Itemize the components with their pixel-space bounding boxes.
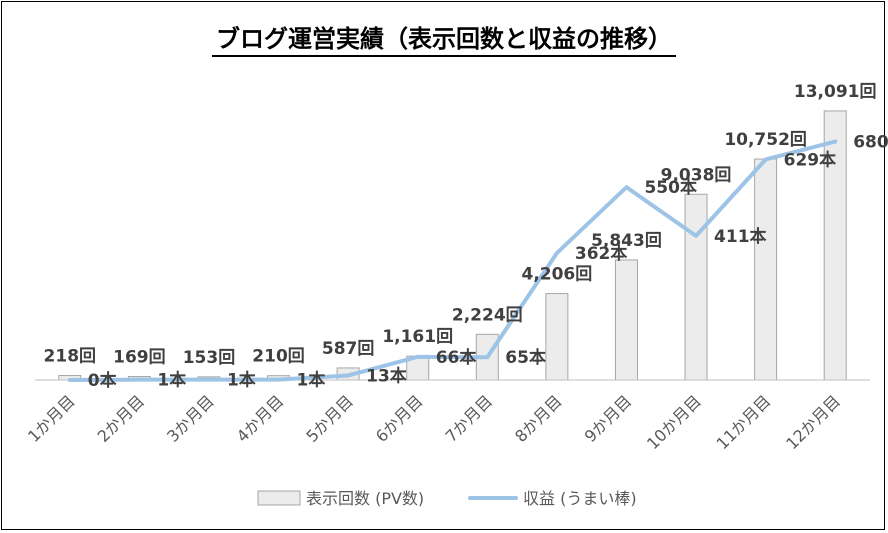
pv-label-6: 1,161回 (382, 327, 453, 347)
revenue-label-5: 13本 (366, 365, 407, 386)
legend-swatch-pv (257, 490, 301, 506)
pv-label-8: 4,206回 (521, 265, 592, 285)
pv-label-3: 153回 (183, 348, 236, 368)
x-tick-label-10: 10か月目 (643, 391, 705, 453)
chart-title: ブログ運営実績（表示回数と収益の推移） (2, 24, 886, 57)
pv-label-5: 587回 (322, 339, 375, 359)
revenue-label-7: 65本 (505, 347, 546, 368)
x-tick-label-5: 5か月目 (302, 391, 357, 446)
x-tick-label-9: 9か月目 (581, 391, 636, 446)
pv-label-12: 13,091回 (794, 82, 877, 102)
pv-label-9: 5,843回 (591, 231, 662, 251)
revenue-label-3: 1本 (227, 370, 256, 391)
bar-pv-8 (545, 293, 569, 381)
bar-pv-10 (684, 193, 708, 381)
x-tick-label-7: 7か月目 (442, 391, 497, 446)
revenue-label-6: 66本 (436, 347, 477, 368)
revenue-label-4: 1本 (297, 370, 326, 391)
bar-pv-11 (754, 158, 778, 381)
pv-label-4: 210回 (252, 347, 305, 367)
x-tick-label-8: 8か月目 (511, 391, 566, 446)
revenue-label-12: 680本 (853, 132, 888, 153)
x-tick-label-4: 4か月目 (233, 391, 288, 446)
revenue-label-10: 411本 (714, 226, 767, 247)
x-tick-label-1: 1か月目 (24, 391, 79, 446)
revenue-label-11: 629本 (784, 149, 837, 170)
bar-pv-9 (614, 259, 638, 381)
revenue-label-1: 0本 (88, 370, 117, 391)
pv-label-10: 9,038回 (661, 165, 732, 185)
x-tick-label-11: 11か月目 (713, 391, 775, 453)
x-tick-label-12: 12か月目 (782, 391, 844, 453)
x-tick-label-3: 3か月目 (163, 391, 218, 446)
pv-label-7: 2,224回 (452, 305, 523, 325)
revenue-label-2: 1本 (157, 370, 186, 391)
x-tick-label-2: 2か月目 (94, 391, 149, 446)
pv-label-1: 218回 (44, 347, 97, 367)
revenue-line (67, 139, 838, 382)
x-tick-label-6: 6か月目 (372, 391, 427, 446)
legend-label-revenue: 収益 (うまい棒) (523, 489, 637, 508)
revenue-label-8: 362本 (575, 243, 628, 264)
pv-label-2: 169回 (113, 348, 166, 368)
legend-label-pv: 表示回数 (PV数) (306, 489, 424, 508)
pv-label-11: 10,752回 (724, 130, 807, 150)
revenue-label-9: 550本 (644, 177, 697, 198)
